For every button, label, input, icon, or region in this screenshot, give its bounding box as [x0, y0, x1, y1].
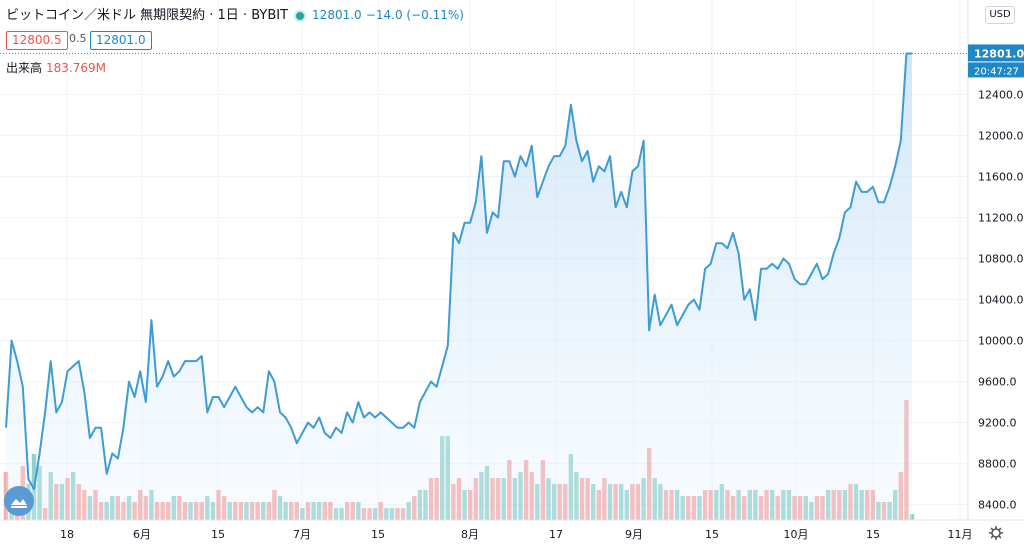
y-tick-label: 11200.0 [978, 212, 1024, 225]
x-tick-label: 11月 [948, 528, 973, 541]
price-area [6, 53, 912, 520]
x-tick-label: 10月 [784, 528, 809, 541]
y-tick-label: 8800.0 [978, 458, 1017, 471]
spread-value: 0.5 [69, 32, 87, 45]
y-tick-label: 10000.0 [978, 335, 1024, 348]
symbol-header: ビットコイン／米ドル 無期限契約 · 1日 · BYBIT 12801.0 −14… [6, 4, 464, 23]
x-tick-label: 15 [705, 528, 719, 541]
y-tick-label: 12000.0 [978, 130, 1024, 143]
price-tag-bg [968, 44, 1024, 62]
time-tag-bg [968, 62, 1024, 78]
y-tick-label: 12400.0 [978, 89, 1024, 102]
price-scale-bg [968, 0, 1024, 545]
x-tick-label: 15 [211, 528, 225, 541]
volume-label: 出来高 [6, 61, 43, 75]
tradingview-logo-icon[interactable] [4, 486, 34, 516]
x-tick-label: 17 [549, 528, 563, 541]
ask-price-box[interactable]: 12801.0 [90, 31, 152, 50]
x-tick-label: 18 [60, 528, 74, 541]
x-tick-label: 9月 [625, 528, 643, 541]
price-line [5, 52, 912, 491]
y-tick-label: 10800.0 [978, 253, 1024, 266]
volume-legend: 出来高 183.769M [6, 59, 106, 76]
time-tag-label: 20:47:27 [974, 66, 1019, 77]
x-tick-label: 15 [371, 528, 385, 541]
bid-price-box[interactable]: 12800.5 [6, 31, 68, 50]
y-tick-label: 9200.0 [978, 417, 1017, 430]
x-tick-label: 7月 [293, 528, 311, 541]
y-tick-label: 9600.0 [978, 376, 1017, 389]
y-tick-label: 11600.0 [978, 171, 1024, 184]
last-price: 12801.0 [312, 8, 362, 22]
gear-icon[interactable] [989, 526, 1003, 540]
x-tick-label: 8月 [461, 528, 479, 541]
price-change: −14.0 (−0.11%) [365, 8, 464, 22]
x-tick-label: 6月 [133, 528, 151, 541]
y-tick-label: 10400.0 [978, 294, 1024, 307]
currency-button[interactable]: USD [985, 6, 1015, 24]
volume-value: 183.769M [46, 61, 106, 75]
time-axis-bg [0, 520, 1024, 545]
x-tick-label: 15 [866, 528, 880, 541]
symbol-title: ビットコイン／米ドル 無期限契約 · 1日 · BYBIT [6, 8, 289, 23]
y-tick-label: 8400.0 [978, 499, 1017, 512]
market-status-icon [294, 9, 307, 22]
price-tag-label: 12801.0 [974, 47, 1024, 60]
